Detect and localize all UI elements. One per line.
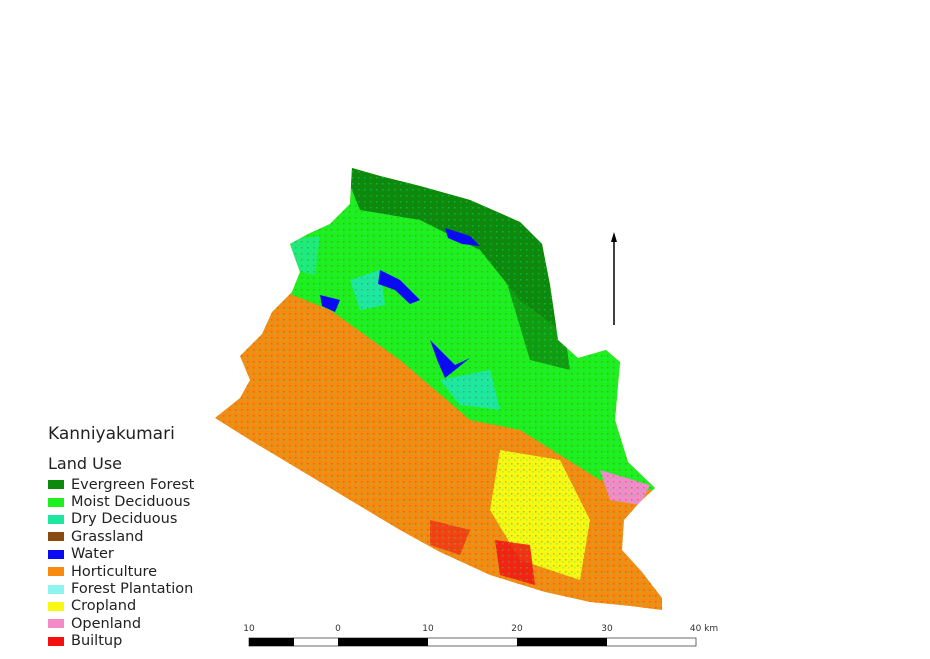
legend-item: Water bbox=[48, 546, 194, 563]
legend-item: Builtup bbox=[48, 633, 194, 650]
legend-item: Horticulture bbox=[48, 563, 194, 580]
north-arrow-icon bbox=[611, 232, 617, 325]
legend-swatch bbox=[48, 601, 64, 611]
legend-item: Openland bbox=[48, 615, 194, 632]
legend-swatch bbox=[48, 549, 64, 559]
legend: Evergreen Forest Moist Deciduous Dry Decid… bbox=[48, 476, 194, 650]
district-land-cover bbox=[215, 168, 662, 610]
legend-label: Moist Deciduous bbox=[71, 494, 191, 511]
legend-item: Forest Plantation bbox=[48, 580, 194, 597]
legend-swatch bbox=[48, 619, 64, 629]
legend-label: Builtup bbox=[71, 633, 123, 650]
legend-label: Horticulture bbox=[71, 563, 158, 580]
legend-swatch bbox=[48, 480, 64, 490]
legend-item: Grassland bbox=[48, 528, 194, 545]
legend-label: Evergreen Forest bbox=[71, 476, 195, 493]
map-title: Kanniyakumari bbox=[48, 424, 175, 444]
scale-tick: 10 bbox=[422, 624, 434, 634]
legend-label: Openland bbox=[71, 615, 142, 632]
legend-label: Water bbox=[71, 546, 114, 563]
legend-label: Dry Deciduous bbox=[71, 511, 178, 528]
legend-label: Grassland bbox=[71, 528, 144, 545]
legend-label: Cropland bbox=[71, 598, 137, 615]
scale-tick: 40 km bbox=[689, 624, 719, 634]
legend-item: Evergreen Forest bbox=[48, 476, 194, 493]
scale-tick: 0 bbox=[335, 624, 341, 634]
scale-tick: 30 bbox=[601, 624, 613, 634]
legend-item: Cropland bbox=[48, 598, 194, 615]
scale-tick: 10 bbox=[243, 624, 255, 634]
legend-swatch bbox=[48, 497, 64, 507]
legend-swatch bbox=[48, 636, 64, 646]
legend-item: Dry Deciduous bbox=[48, 511, 194, 528]
legend-swatch bbox=[48, 584, 64, 594]
legend-swatch bbox=[48, 532, 64, 542]
legend-swatch bbox=[48, 567, 64, 577]
scale-tick: 20 bbox=[511, 624, 523, 634]
scale-bar bbox=[248, 637, 697, 647]
legend-swatch bbox=[48, 514, 64, 524]
legend-item: Moist Deciduous bbox=[48, 493, 194, 510]
legend-title: Land Use bbox=[48, 454, 122, 473]
legend-label: Forest Plantation bbox=[71, 581, 194, 598]
